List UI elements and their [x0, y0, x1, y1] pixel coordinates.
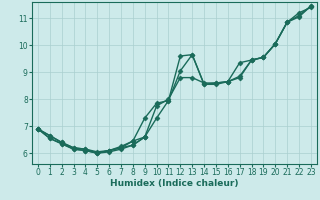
X-axis label: Humidex (Indice chaleur): Humidex (Indice chaleur)	[110, 179, 239, 188]
